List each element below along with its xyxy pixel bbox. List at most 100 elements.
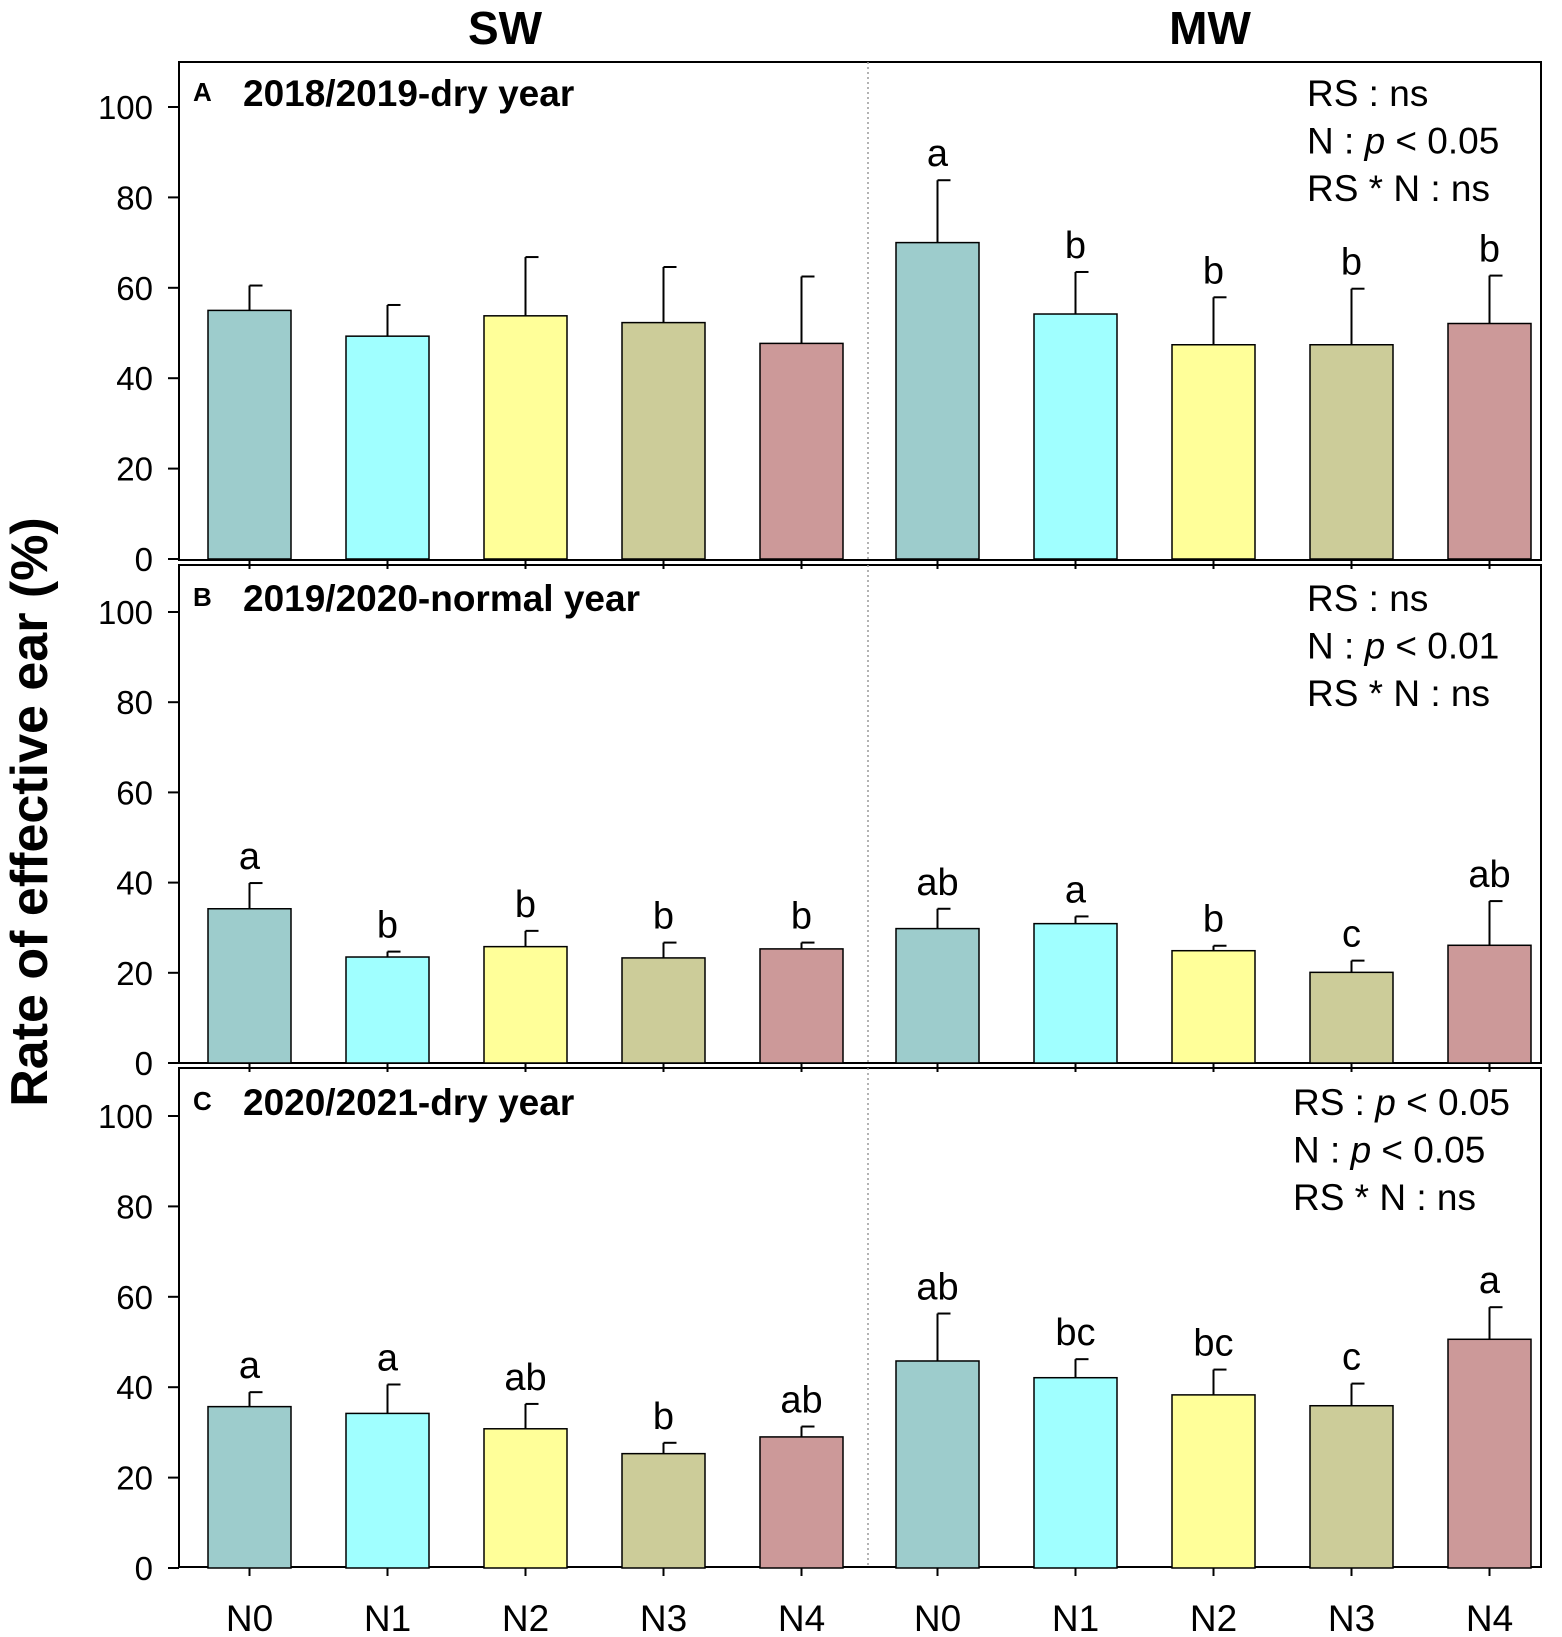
bar-sw-n0 — [207, 1405, 292, 1569]
bar-mw-n3 — [1309, 344, 1394, 560]
x-tick-label: N2 — [1190, 1598, 1237, 1637]
y-tick-label: 100 — [98, 89, 153, 126]
x-tick-label: N4 — [778, 1598, 825, 1637]
significance-letter: b — [1065, 225, 1086, 267]
bar-sw-n4 — [759, 1436, 844, 1569]
bar-sw-n4 — [759, 342, 844, 560]
bar-sw-n3 — [621, 321, 706, 560]
group-title-sw: SW — [468, 2, 543, 54]
panel-title: 2019/2020-normal year — [243, 578, 640, 619]
significance-letter: b — [1203, 899, 1224, 941]
panel-label: A — [193, 77, 212, 107]
x-tick-label: N4 — [1466, 1598, 1513, 1637]
y-tick-label: 20 — [116, 955, 153, 992]
bar-sw-n1 — [345, 335, 430, 560]
significance-letter: b — [1341, 242, 1362, 284]
bar-mw-n0 — [895, 1360, 980, 1569]
x-tick-label: N1 — [1052, 1598, 1099, 1637]
y-tick-label: 20 — [116, 451, 153, 488]
y-tick-label: 0 — [135, 541, 153, 578]
significance-letter: a — [1065, 869, 1087, 911]
x-tick-label: N0 — [226, 1598, 273, 1637]
group-title-mw: MW — [1169, 2, 1251, 54]
y-tick-label: 80 — [116, 684, 153, 721]
stat-line: N : p < 0.05 — [1293, 1130, 1485, 1171]
stat-line: N : p < 0.05 — [1307, 121, 1499, 162]
bar-mw-n0 — [895, 241, 980, 560]
y-tick-label: 100 — [98, 1098, 153, 1135]
x-tick-label: N2 — [502, 1598, 549, 1637]
significance-letter: a — [377, 1337, 399, 1379]
y-tick-label: 0 — [135, 1550, 153, 1587]
y-tick-label: 20 — [116, 1460, 153, 1497]
panel-label: B — [193, 582, 212, 612]
bar-sw-n1 — [345, 956, 430, 1064]
bar-sw-n0 — [207, 309, 292, 560]
y-tick-label: 80 — [116, 1188, 153, 1225]
panel-title: 2020/2021-dry year — [243, 1082, 574, 1123]
bar-mw-n3 — [1309, 1404, 1394, 1569]
bar-mw-n1 — [1033, 922, 1118, 1064]
significance-letter: c — [1342, 914, 1361, 956]
y-tick-label: 60 — [116, 774, 153, 811]
x-tick-label: N3 — [640, 1598, 687, 1637]
x-tick-label: N3 — [1328, 1598, 1375, 1637]
y-tick-label: 60 — [116, 1279, 153, 1316]
bar-sw-n2 — [483, 315, 568, 560]
panel-label: C — [193, 1086, 212, 1116]
y-tick-label: 80 — [116, 179, 153, 216]
y-tick-label: 100 — [98, 594, 153, 631]
significance-letter: c — [1342, 1337, 1361, 1379]
significance-letter: b — [377, 905, 398, 947]
bar-sw-n1 — [345, 1412, 430, 1569]
bar-mw-n2 — [1171, 344, 1256, 560]
significance-letter: b — [791, 896, 812, 938]
panel-frame — [178, 1067, 1542, 1568]
significance-letter: bc — [1193, 1323, 1233, 1365]
significance-letter: bc — [1055, 1312, 1095, 1354]
significance-letter: ab — [504, 1357, 546, 1399]
x-tick-label: N1 — [364, 1598, 411, 1637]
significance-letter: ab — [916, 1267, 958, 1309]
y-tick-label: 0 — [135, 1045, 153, 1082]
significance-letter: ab — [916, 862, 958, 904]
bar-mw-n4 — [1447, 944, 1532, 1064]
bar-mw-n4 — [1447, 1338, 1532, 1569]
significance-letter: b — [1203, 250, 1224, 292]
significance-letter: a — [239, 836, 261, 878]
bar-mw-n1 — [1033, 1376, 1118, 1569]
significance-letter: ab — [1468, 854, 1510, 896]
significance-letter: a — [1479, 1260, 1501, 1302]
y-tick-label: 40 — [116, 865, 153, 902]
stat-line: RS * N : ns — [1307, 168, 1490, 209]
bar-sw-n2 — [483, 945, 568, 1064]
panel-frame — [178, 564, 1542, 1064]
stat-line: RS : p < 0.05 — [1293, 1082, 1510, 1123]
y-tick-label: 40 — [116, 1369, 153, 1406]
significance-letter: ab — [780, 1380, 822, 1422]
significance-letter: a — [239, 1345, 261, 1387]
bar-sw-n0 — [207, 908, 292, 1064]
stat-line: RS : ns — [1307, 578, 1428, 619]
bar-mw-n0 — [895, 927, 980, 1064]
significance-letter: b — [653, 1396, 674, 1438]
significance-letter: b — [515, 884, 536, 926]
bar-sw-n3 — [621, 957, 706, 1064]
bar-mw-n4 — [1447, 322, 1532, 560]
bar-mw-n2 — [1171, 1394, 1256, 1569]
panel-a: 0 20 40 60 80 100 A 2018/2019-dry year RS : ns N … — [98, 61, 1542, 578]
x-tick-label: N0 — [914, 1598, 961, 1637]
stat-line: N : p < 0.01 — [1307, 626, 1499, 667]
stat-line: RS : ns — [1307, 73, 1428, 114]
significance-letter: b — [653, 896, 674, 938]
panel-c: 0 20 40 60 80 100 C 2020/2021-dry year RS : p < … — [98, 1067, 1542, 1587]
bar-mw-n2 — [1171, 949, 1256, 1064]
panel-b: 0 20 40 60 80 100 B 2019/2020-normal year RS : n… — [98, 564, 1542, 1082]
bar-mw-n1 — [1033, 313, 1118, 560]
panel-frame — [178, 61, 1542, 561]
bar-sw-n2 — [483, 1428, 568, 1569]
y-tick-label: 40 — [116, 360, 153, 397]
y-tick-label: 60 — [116, 270, 153, 307]
panel-title: 2018/2019-dry year — [243, 73, 574, 114]
